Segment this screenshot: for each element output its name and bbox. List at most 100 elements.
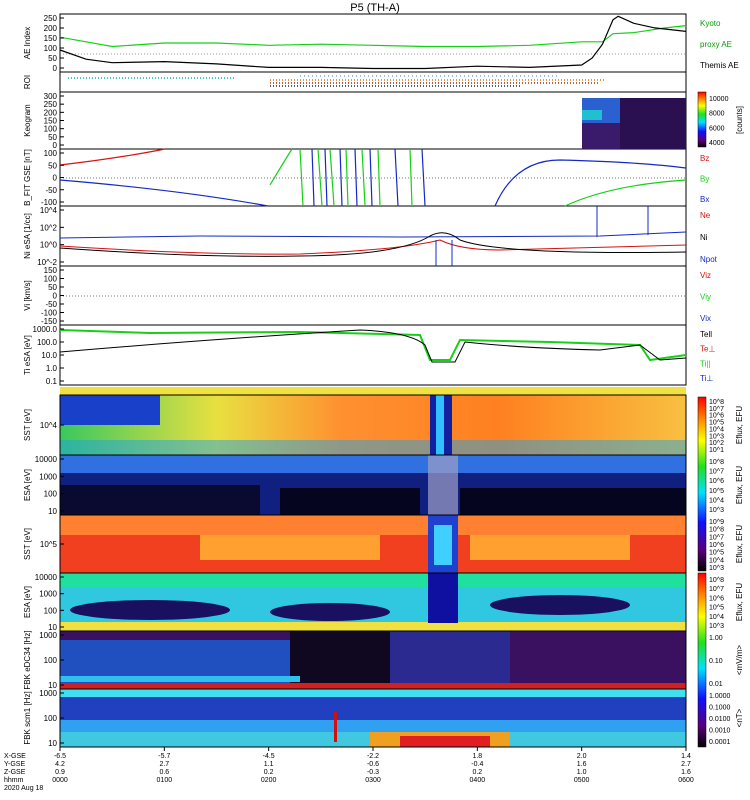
- colorbar-tick: 1.00: [709, 635, 723, 642]
- tick-label: 0.1: [46, 377, 58, 386]
- colorbars: [697, 91, 707, 748]
- tick-label: 1000: [39, 631, 57, 640]
- tick-label: 100: [44, 44, 58, 53]
- colorbar-tick: 6000: [709, 125, 725, 132]
- colorbar-tick: 8000: [709, 111, 725, 118]
- colorbar-label: Eflux, EFU: [735, 583, 744, 621]
- legend-entry: Ni: [700, 233, 708, 242]
- colorbar-tick: 10^5: [709, 488, 724, 495]
- colorbar-label: <mV/m>: [735, 645, 744, 676]
- legend-entry: Npot: [700, 255, 718, 264]
- colorbar-tick: 10^4: [709, 426, 724, 433]
- tick-label: 250: [44, 100, 58, 109]
- x-axis-value: 1.4: [681, 753, 691, 760]
- y-axis-label: Ni eSA [1/cc]: [23, 213, 32, 259]
- x-axis-value: 2.7: [681, 761, 691, 768]
- tick-label: 10^-2: [37, 258, 57, 267]
- tick-label: 200: [44, 108, 58, 117]
- colorbar-tick: 10^5: [709, 550, 724, 557]
- legend-entry: Vix: [700, 314, 711, 323]
- tick-label: -100: [41, 309, 58, 318]
- colorbar-tick: 10^1: [709, 447, 724, 454]
- colorbar-tick: 10^3: [709, 565, 724, 572]
- legend-entry: Viz: [700, 271, 711, 280]
- x-axis-value: 0000: [52, 777, 68, 784]
- colorbar-tick: 10^6: [709, 595, 724, 602]
- tick-label: 300: [44, 92, 58, 101]
- tick-label: -100: [41, 198, 58, 207]
- tick-label: 1000: [39, 590, 57, 599]
- y-axis-label: ESA [eV]: [23, 586, 32, 618]
- x-axis-value: 0500: [574, 777, 590, 784]
- tick-label: 100: [44, 490, 58, 499]
- tick-label: 0: [53, 292, 58, 301]
- x-axis-value: 0.2: [472, 769, 482, 776]
- y-axis-label: FBK eDC34 [Hz]: [23, 630, 32, 689]
- tick-label: 100: [44, 606, 58, 615]
- colorbar-tick: 10^8: [709, 577, 724, 584]
- ae-series-line: [59, 15, 687, 70]
- legend-entry: Ne: [700, 211, 711, 220]
- plot-title: P5 (TH-A): [350, 2, 400, 14]
- tick-label: 150: [44, 34, 58, 43]
- legend-entry: Te⊥: [700, 345, 715, 354]
- tick-label: 50: [48, 283, 57, 292]
- measurement-traces: [59, 75, 687, 363]
- x-axis-value: 0300: [365, 777, 381, 784]
- tick-label: 100: [44, 125, 58, 134]
- legend-entry: Ti⊥: [700, 374, 713, 383]
- x-axis-value: 2.0: [577, 753, 587, 760]
- x-axis-row-label: Y-GSE: [4, 761, 25, 768]
- colorbar-label: [counts]: [735, 106, 744, 134]
- x-axis-value: -0.6: [367, 761, 379, 768]
- x-axis-value: 0400: [470, 777, 486, 784]
- colorbar-tick: 10^7: [709, 586, 724, 593]
- colorbar-tick: 10^7: [709, 406, 724, 413]
- colorbar-tick: 10^4: [709, 614, 724, 621]
- spectrogram-blocks: [60, 98, 686, 747]
- colorbar-tick: 1.0000: [709, 693, 731, 700]
- legend-entry: Kyoto: [700, 19, 721, 28]
- colorbar-tick: 0.01: [709, 681, 723, 688]
- colorbar-tick: 10^7: [709, 534, 724, 541]
- tick-label: 100: [44, 714, 58, 723]
- legend-entry: Bx: [700, 195, 709, 204]
- tick-label: 0: [53, 64, 58, 73]
- tick-label: 200: [44, 24, 58, 33]
- x-axis-value: -0.3: [367, 769, 379, 776]
- x-axis-row-label: 2020 Aug 18: [4, 785, 43, 792]
- tick-label: 150: [44, 266, 58, 275]
- ae-lines: [59, 15, 687, 70]
- tick-label: 0: [53, 174, 58, 183]
- colorbar-tick: 10^6: [709, 542, 724, 549]
- x-axis-value: 0.6: [159, 769, 169, 776]
- x-axis-value: 1.6: [577, 761, 587, 768]
- tick-label: 10: [48, 739, 57, 748]
- x-axis-value: 2.7: [159, 761, 169, 768]
- x-axis-value: 0200: [261, 777, 277, 784]
- legend-entry: proxy AE: [700, 40, 732, 49]
- tick-label: 100.0: [37, 338, 58, 347]
- tick-label: 250: [44, 14, 58, 23]
- colorbar-tick: 10^8: [709, 459, 724, 466]
- y-axis-label: SST [eV]: [23, 409, 32, 441]
- tick-label: -150: [41, 317, 58, 326]
- legend-entry: Bz: [700, 154, 709, 163]
- colorbar-tick: 10^5: [709, 420, 724, 427]
- y-axis-label: Vi [km/s]: [23, 280, 32, 311]
- colorbar-tick: 0.0001: [709, 739, 731, 746]
- y-axis-label: FBK scm1 [Hz]: [23, 691, 32, 744]
- y-axis-label: ESA [eV]: [23, 469, 32, 501]
- colorbar-tick: 10^4: [709, 557, 724, 564]
- colorbar-tick: 10^6: [709, 478, 724, 485]
- colorbar-tick: 10^9: [709, 519, 724, 526]
- colorbar-tick: 4000: [709, 140, 725, 147]
- tick-label: 10^4: [40, 206, 58, 215]
- colorbar-tick: 10000: [709, 96, 729, 103]
- tick-label: 10: [48, 507, 57, 516]
- legend-entry: Tell: [700, 330, 712, 339]
- colorbar-tick: 10^5: [709, 605, 724, 612]
- tick-label: -50: [45, 300, 57, 309]
- y-axis-label: ROI: [23, 75, 32, 89]
- legend-entry: Ti||: [700, 359, 711, 368]
